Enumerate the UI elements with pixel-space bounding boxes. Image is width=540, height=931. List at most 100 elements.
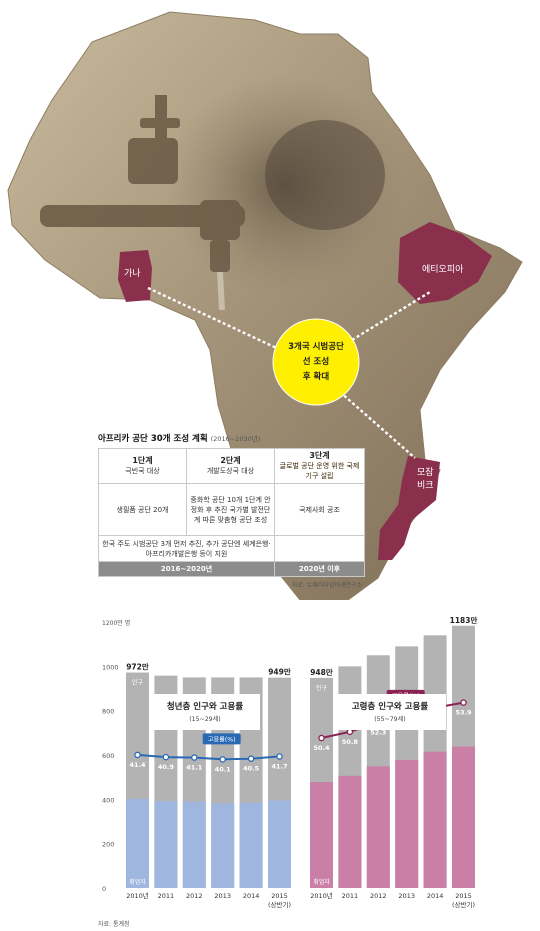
employed-bar (211, 803, 235, 888)
employed-label: 취업자 (313, 878, 330, 886)
stage-3-name: 3단계 (309, 451, 330, 460)
water-stream (217, 271, 225, 311)
first-top-label: 948만 (310, 667, 333, 677)
employed-bar (395, 759, 419, 888)
population-label: 인구 (316, 685, 328, 692)
chart-title-panel (334, 694, 446, 730)
rate-value-label: 40.5 (243, 765, 260, 773)
chart-title: 고령층 인구와 고용률 (352, 701, 428, 712)
x-tick-label: 2014 (427, 892, 444, 900)
rate-point (191, 754, 198, 761)
x-tick-note: (상반기) (268, 900, 291, 909)
senior-chart: 2010년 2011 2012 2013 2014 2015(상반기) 50.4 50.8 52… (310, 615, 477, 909)
stage-2-desc: 개발도상국 대상 (206, 467, 255, 475)
plan-title-years: (2016~2030년) (210, 435, 261, 443)
employed-bar (268, 800, 291, 888)
rate-value-label: 40.1 (215, 765, 232, 773)
rate-point (460, 699, 467, 706)
period-2: 2020년 이후 (274, 561, 365, 577)
x-tick-label: 2012 (186, 892, 203, 900)
x-tick-label: 2015 (271, 892, 288, 900)
employed-bar (239, 802, 263, 888)
x-tick-note: (상반기) (452, 900, 475, 909)
employed-bar (182, 801, 206, 888)
rate-legend-tag (202, 733, 241, 745)
stage-1-detail: 생필품 공단 20개 (98, 483, 187, 536)
x-tick-label: 2012 (370, 892, 387, 900)
country-label-mozambique-1: 모잠 (417, 467, 434, 478)
mozambique-shape (378, 456, 440, 560)
country-label-mozambique-2: 비크 (417, 480, 434, 491)
rate-point (247, 755, 255, 762)
population-label: 인구 (132, 680, 144, 687)
chart-subtitle: (55~79세) (374, 715, 405, 723)
photo-face (265, 120, 385, 230)
rate-point (134, 751, 141, 759)
rate-point (318, 734, 325, 742)
y-tick-label: 0 (102, 885, 106, 893)
ghana-shape (118, 250, 152, 302)
chart-source: 자료: 통계청 (98, 920, 130, 928)
plan-note: 한국 주도 시범공단 3개 먼저 추진, 추가 공단엔 세계은행·아프리카개발은… (98, 535, 275, 562)
rate-value-label: 41.1 (186, 764, 203, 772)
x-tick-label: 2014 (243, 892, 260, 900)
chart-subtitle: (15~29세) (189, 715, 220, 723)
last-top-label: 949만 (268, 667, 291, 677)
last-top-label: 1183만 (450, 615, 478, 625)
stage-1-name: 1단계 (132, 456, 153, 465)
plan-source: 자료: 뉴패러다임미래연구소 (291, 582, 362, 589)
employed-bar (154, 801, 178, 888)
plan-note-empty (274, 535, 365, 562)
rate-value-label: 41.4 (129, 761, 146, 769)
y-tick-label: 1000 (102, 663, 119, 671)
plan-title-text: 아프리카 공단 30개 조성 계획 (98, 434, 208, 444)
stage-3-detail: 국제사회 공조 (274, 483, 365, 536)
employed-bar (310, 782, 333, 888)
callout-line-3: 후 확대 (303, 371, 330, 382)
x-tick-label: 2011 (158, 892, 175, 900)
callout-circle (272, 318, 360, 406)
employed-bar (126, 798, 149, 888)
x-tick-label: 2010년 (126, 891, 149, 900)
employed-label: 취업자 (129, 878, 146, 886)
x-tick-label: 2010년 (310, 891, 333, 900)
callout-line-2: 선 조성 (303, 356, 329, 367)
connector-mozambique (339, 391, 416, 459)
rate-value-label: 40.9 (158, 763, 175, 771)
rate-value-label: 52.3 (370, 728, 386, 736)
y-tick-label: 200 (102, 841, 114, 849)
stage-2-detail: 중화학 공단 10개 1단계 안정화 후 추진 국가별 발전단계 따른 맞춤형 … (186, 483, 275, 536)
rate-point (276, 753, 283, 760)
employed-bar (338, 775, 362, 888)
country-label-ethiopia: 에티오피아 (422, 264, 464, 275)
first-top-label: 972만 (126, 662, 149, 672)
employed-bar (423, 751, 447, 888)
stage-2-name: 2단계 (220, 456, 241, 465)
stage-1-desc: 극빈국 대상 (125, 467, 160, 475)
rate-value-label: 41.7 (271, 762, 287, 770)
x-tick-label: 2013 (214, 892, 231, 900)
rate-line (137, 753, 280, 761)
y-tick-label: 800 (102, 708, 114, 716)
y-axis: 0 200 400 600 800 1000 1200만 명 (102, 619, 130, 893)
x-tick-label: 2015 (455, 892, 472, 900)
y-tick-label: 400 (102, 796, 114, 804)
rate-legend-label: 고용률(%) (208, 736, 236, 743)
y-tick-label: 600 (102, 752, 114, 760)
employed-bar (452, 746, 475, 888)
connector-ethiopia (351, 290, 431, 342)
ethiopia-shape (398, 222, 492, 304)
country-label-ghana: 가나 (124, 268, 141, 279)
callout-line-1: 3개국 시범공단 (288, 341, 344, 352)
rate-point (162, 753, 170, 761)
rate-point (346, 728, 354, 736)
rate-point (219, 756, 226, 763)
stage-3-desc: 글로벌 공단 운영 위한 국제기구 설립 (279, 462, 360, 480)
employed-bar (366, 766, 390, 888)
